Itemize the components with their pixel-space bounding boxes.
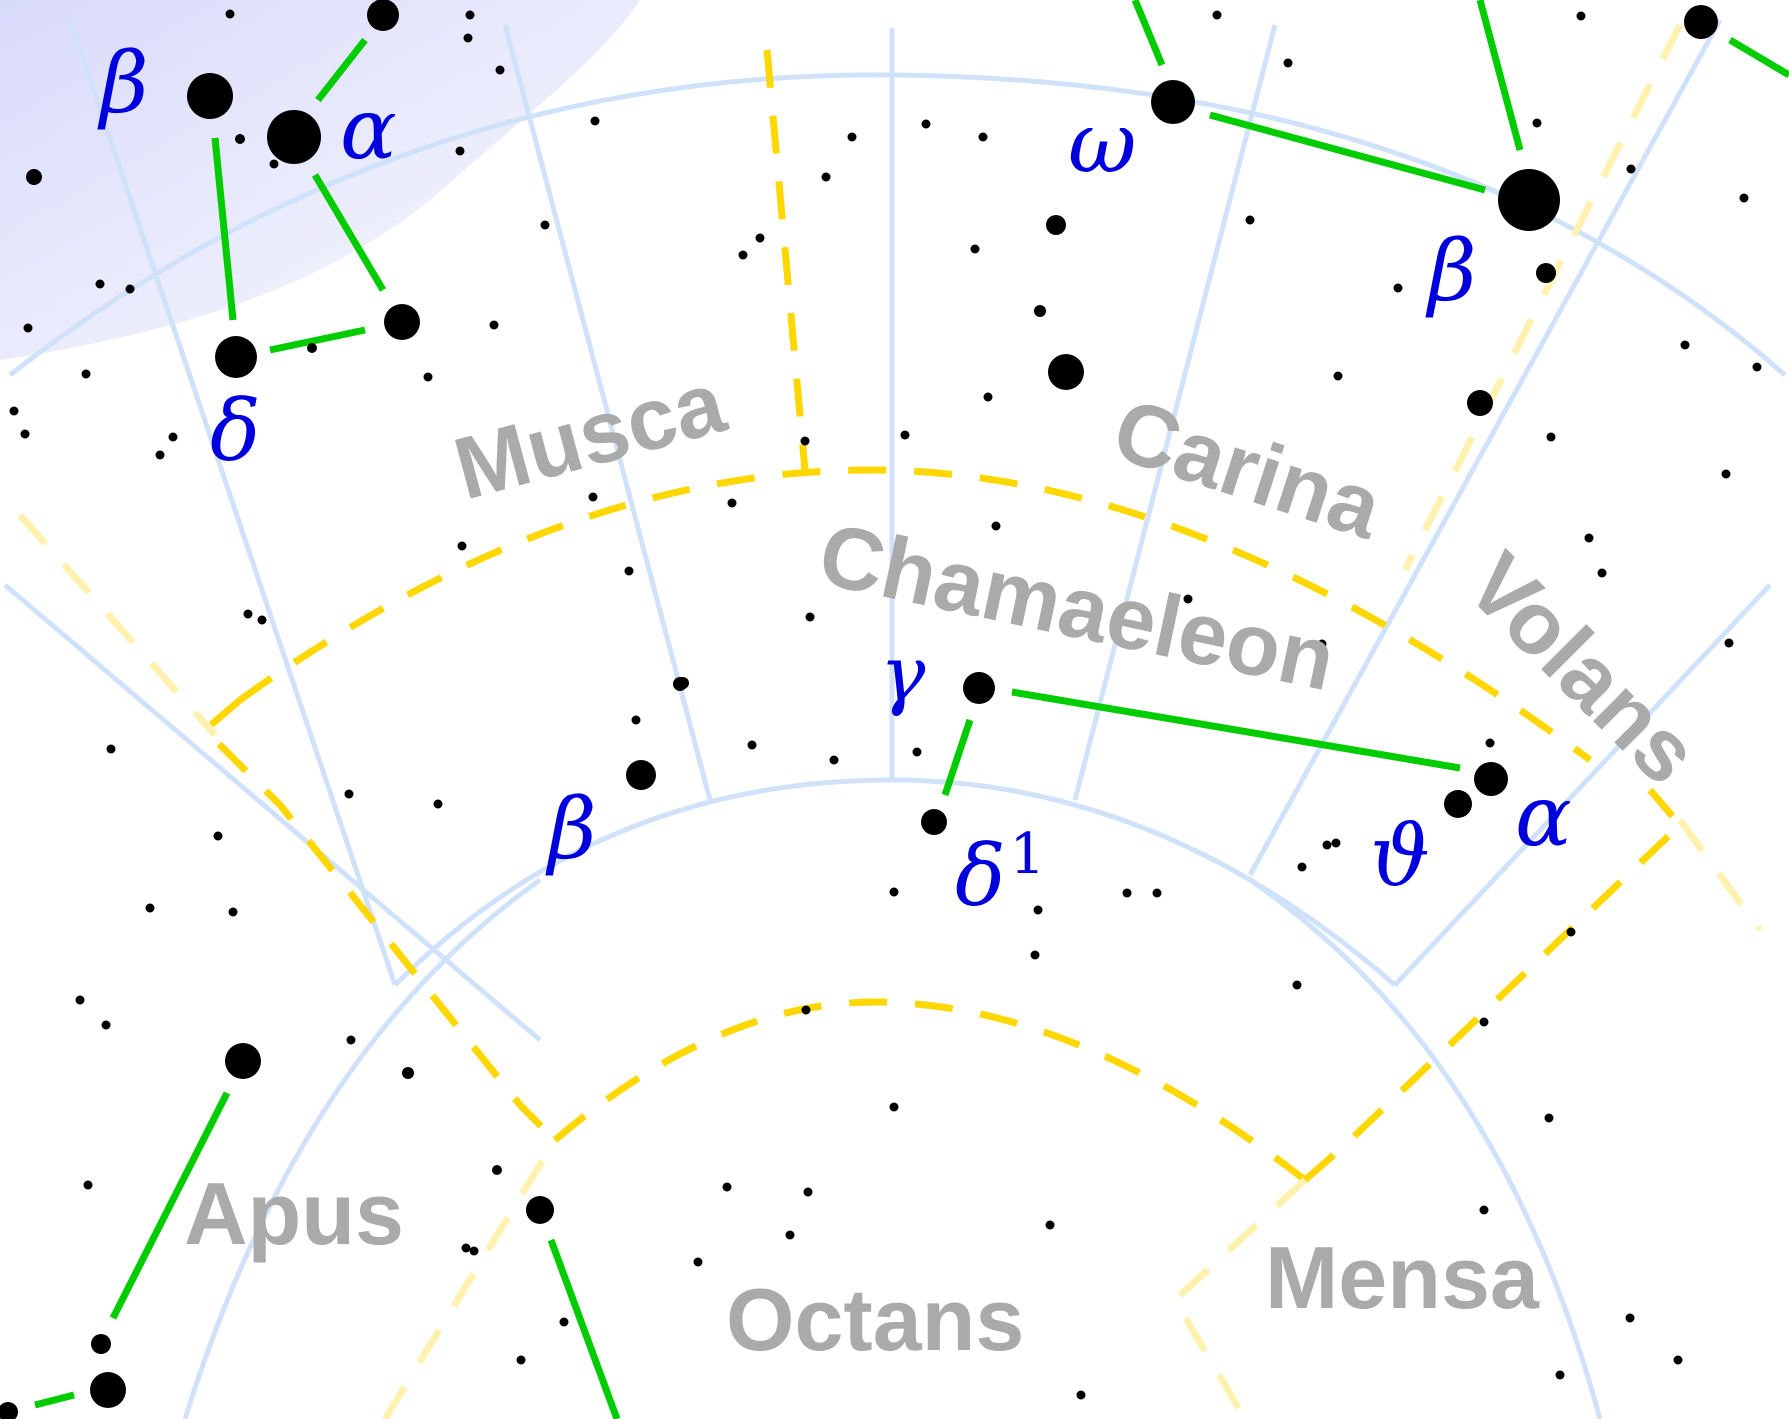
- chamaeleon-boundary-right-step: [1302, 787, 1685, 1183]
- faint-boundary-right: [1401, 23, 1684, 572]
- ra-line-6: [3, 583, 542, 1042]
- chamaeleon-line-gamma-alpha: [1011, 688, 1461, 772]
- star-octans-1: [526, 1196, 554, 1224]
- label-cha-gamma: γ: [880, 629, 926, 718]
- ra-line-4: [1072, 24, 1278, 801]
- star-letter-labels: β α δ ω β γ β δ1 ϑ α: [97, 34, 1572, 925]
- carina-line-omega-beta: [1209, 111, 1486, 194]
- label-musca-delta: δ: [210, 382, 261, 480]
- apus-line-2: [34, 1391, 75, 1409]
- ra-line-1: [67, 19, 398, 986]
- star-carina-omega: [1151, 80, 1195, 124]
- star-apus-4: [0, 1402, 18, 1419]
- ra-line-5: [1247, 18, 1723, 877]
- label-cha-alpha: α: [1515, 767, 1572, 865]
- label-mensa: Mensa: [1265, 1228, 1540, 1327]
- chamaeleon-boundary-upper: [237, 466, 1593, 763]
- star-carina-3: [1467, 390, 1493, 416]
- faint-boundary-lower-right: [1170, 1177, 1308, 1419]
- label-carina-beta: β: [1425, 222, 1477, 320]
- label-carina-omega: ω: [1068, 94, 1137, 192]
- label-cha-beta: β: [545, 780, 597, 878]
- declination-circle-4: [1248, 877, 1603, 1419]
- label-musca-beta: β: [97, 34, 149, 132]
- declination-circle-2: [393, 777, 1397, 987]
- octans-line-1: [547, 1238, 621, 1419]
- star-carina-beta: [1498, 169, 1560, 231]
- chamaeleon-line-gamma-delta: [941, 718, 974, 797]
- star-musca-delta: [215, 336, 257, 378]
- star-musca-top: [367, 0, 399, 31]
- label-cha-delta-superscript: 1: [1010, 822, 1046, 887]
- faint-stars: [9, 9, 1762, 1400]
- star-carina-topright: [1684, 5, 1718, 39]
- faint-boundary-lower-left: [382, 1138, 558, 1419]
- carina-line-beta-top: [1476, 0, 1524, 151]
- musca-line-delta-gamma: [269, 326, 366, 354]
- star-apus-1: [225, 1043, 261, 1079]
- star-cha-beta: [626, 760, 656, 790]
- label-octans: Octans: [726, 1270, 1024, 1369]
- apus-line-1: [109, 1091, 231, 1320]
- label-cha-theta: ϑ: [1370, 807, 1430, 905]
- carina-line-omega-top: [1131, 0, 1166, 67]
- constellation-names: Musca Carina Chamaeleon Volans Apus Octa…: [184, 352, 1718, 1369]
- star-cha-theta: [1444, 790, 1472, 818]
- bright-stars: [0, 0, 1718, 1419]
- carina-line-topright: [1728, 36, 1789, 79]
- label-cha-delta: δ1: [955, 822, 1045, 925]
- musca-line-alpha-top: [315, 37, 368, 103]
- musca-line-alpha-gamma: [311, 173, 387, 292]
- chamaeleon-boundary-lower: [552, 998, 1308, 1183]
- faint-boundary-far-right: [1677, 817, 1763, 933]
- star-apus-2: [90, 1372, 126, 1408]
- star-cha-delta: [921, 809, 947, 835]
- label-musca-alpha: α: [340, 80, 397, 178]
- star-cha-gamma: [963, 672, 995, 704]
- label-musca: Musca: [444, 352, 735, 519]
- star-musca-gamma: [384, 304, 420, 340]
- chamaeleon-boundary-left-step: [199, 697, 558, 1143]
- constellation-lines: [34, 0, 1789, 1419]
- musca-line-beta-delta: [211, 137, 237, 321]
- star-cha-alpha: [1474, 762, 1508, 796]
- ra-line-2: [502, 24, 713, 801]
- star-musca-beta: [187, 73, 233, 119]
- faint-boundary-left: [17, 512, 218, 738]
- star-carina-1: [1048, 354, 1084, 390]
- declination-circle-3: [182, 877, 542, 1419]
- star-carina-2: [1046, 215, 1066, 235]
- label-cha-delta-letter: δ: [955, 827, 1006, 925]
- star-musca-alpha: [267, 110, 321, 164]
- label-apus: Apus: [184, 1164, 404, 1263]
- star-carina-4: [1536, 263, 1556, 283]
- ra-line-7: [1393, 583, 1772, 987]
- musca-carina-boundary: [763, 49, 809, 471]
- constellation-boundaries: [17, 23, 1763, 1419]
- star-apus-3: [91, 1334, 111, 1354]
